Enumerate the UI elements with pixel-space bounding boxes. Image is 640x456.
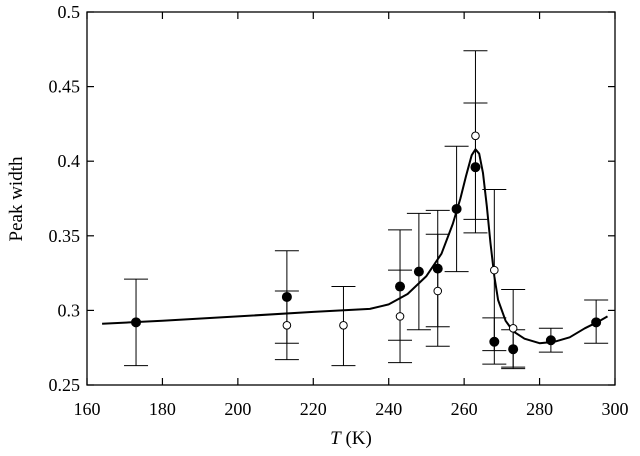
y-tick-label: 0.35 [49, 226, 81, 246]
data-point-open [471, 131, 480, 141]
y-axis-ticks: 0.25 0.3 0.35 0.4 0.45 0.5 [49, 2, 615, 395]
x-axis-unit: (K) [341, 428, 372, 449]
y-axis-label: Peak width [6, 156, 27, 241]
data-point-filled [413, 266, 424, 277]
data-point-open [490, 265, 499, 275]
x-tick-label: 260 [451, 399, 478, 419]
data-point-open [282, 321, 292, 330]
data-point-open [508, 324, 518, 333]
data-point-filled [395, 281, 406, 292]
y-tick-label: 0.4 [58, 151, 81, 171]
data-point-filled [451, 203, 462, 214]
data-point-filled [489, 336, 500, 347]
data-markers [131, 131, 602, 355]
data-point-filled [470, 162, 481, 173]
x-tick-label: 220 [300, 399, 327, 419]
data-point-filled [131, 317, 142, 328]
fit-curve [102, 148, 609, 345]
x-axis-variable: T [330, 428, 342, 449]
x-tick-label: 300 [602, 399, 629, 419]
data-point-open [433, 286, 443, 296]
data-point-open [339, 321, 348, 330]
data-point-filled [432, 263, 443, 274]
data-point-filled [508, 344, 519, 355]
error-bars [124, 50, 609, 370]
x-tick-label: 200 [224, 399, 251, 419]
y-tick-label: 0.25 [49, 375, 81, 395]
x-tick-label: 160 [74, 399, 101, 419]
y-tick-label: 0.45 [49, 77, 81, 97]
x-axis-label: T (K) [330, 428, 372, 449]
x-axis-ticks: 160 180 200 220 240 260 280 300 [74, 12, 629, 419]
fit-curve-group [102, 148, 609, 345]
data-point-filled [281, 291, 292, 302]
y-tick-label: 0.3 [58, 300, 81, 320]
data-point-filled [545, 335, 556, 346]
y-tick-label: 0.5 [58, 2, 81, 22]
x-tick-label: 180 [149, 399, 176, 419]
x-tick-label: 280 [526, 399, 553, 419]
x-tick-label: 240 [375, 399, 402, 419]
data-point-filled [591, 317, 602, 328]
plot-frame [86, 11, 616, 386]
data-point-open [395, 312, 405, 321]
